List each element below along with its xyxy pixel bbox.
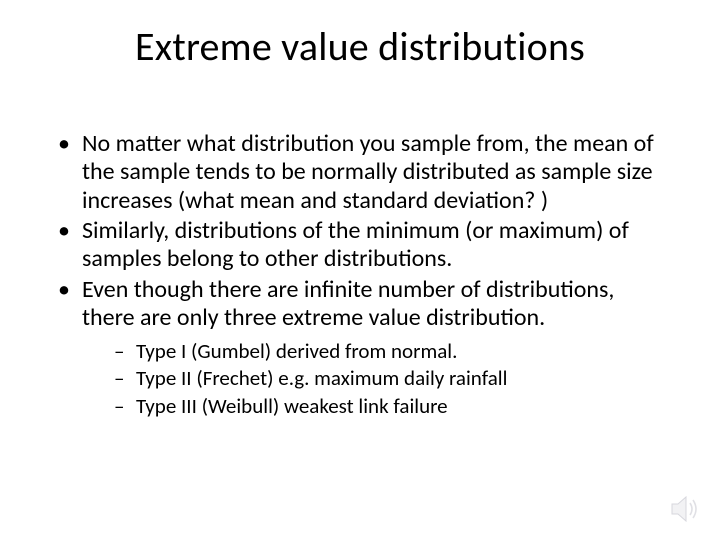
sub-bullet-item: Type III (Weibull) weakest link failure bbox=[112, 393, 666, 419]
bullet-item: No matter what distribution you sample f… bbox=[54, 130, 666, 215]
bullet-list: No matter what distribution you sample f… bbox=[54, 130, 666, 419]
sub-bullet-item: Type I (Gumbel) derived from normal. bbox=[112, 338, 666, 364]
speaker-icon bbox=[668, 492, 702, 526]
bullet-text: Similarly, distributions of the minimum … bbox=[82, 216, 629, 273]
slide: Extreme value distributions No matter wh… bbox=[0, 0, 720, 540]
bullet-item: Even though there are infinite number of… bbox=[54, 276, 666, 419]
sub-bullet-text: Type II (Frechet) e.g. maximum daily rai… bbox=[136, 365, 507, 391]
bullet-text: No matter what distribution you sample f… bbox=[82, 129, 654, 215]
bullet-text: Even though there are infinite number of… bbox=[82, 275, 614, 332]
sub-bullet-text: Type III (Weibull) weakest link failure bbox=[136, 393, 448, 419]
sub-bullet-list: Type I (Gumbel) derived from normal. Typ… bbox=[82, 338, 666, 419]
slide-body: No matter what distribution you sample f… bbox=[54, 130, 666, 421]
sub-bullet-text: Type I (Gumbel) derived from normal. bbox=[136, 338, 457, 364]
slide-title: Extreme value distributions bbox=[0, 22, 720, 71]
sub-bullet-item: Type II (Frechet) e.g. maximum daily rai… bbox=[112, 365, 666, 391]
bullet-item: Similarly, distributions of the minimum … bbox=[54, 217, 666, 274]
